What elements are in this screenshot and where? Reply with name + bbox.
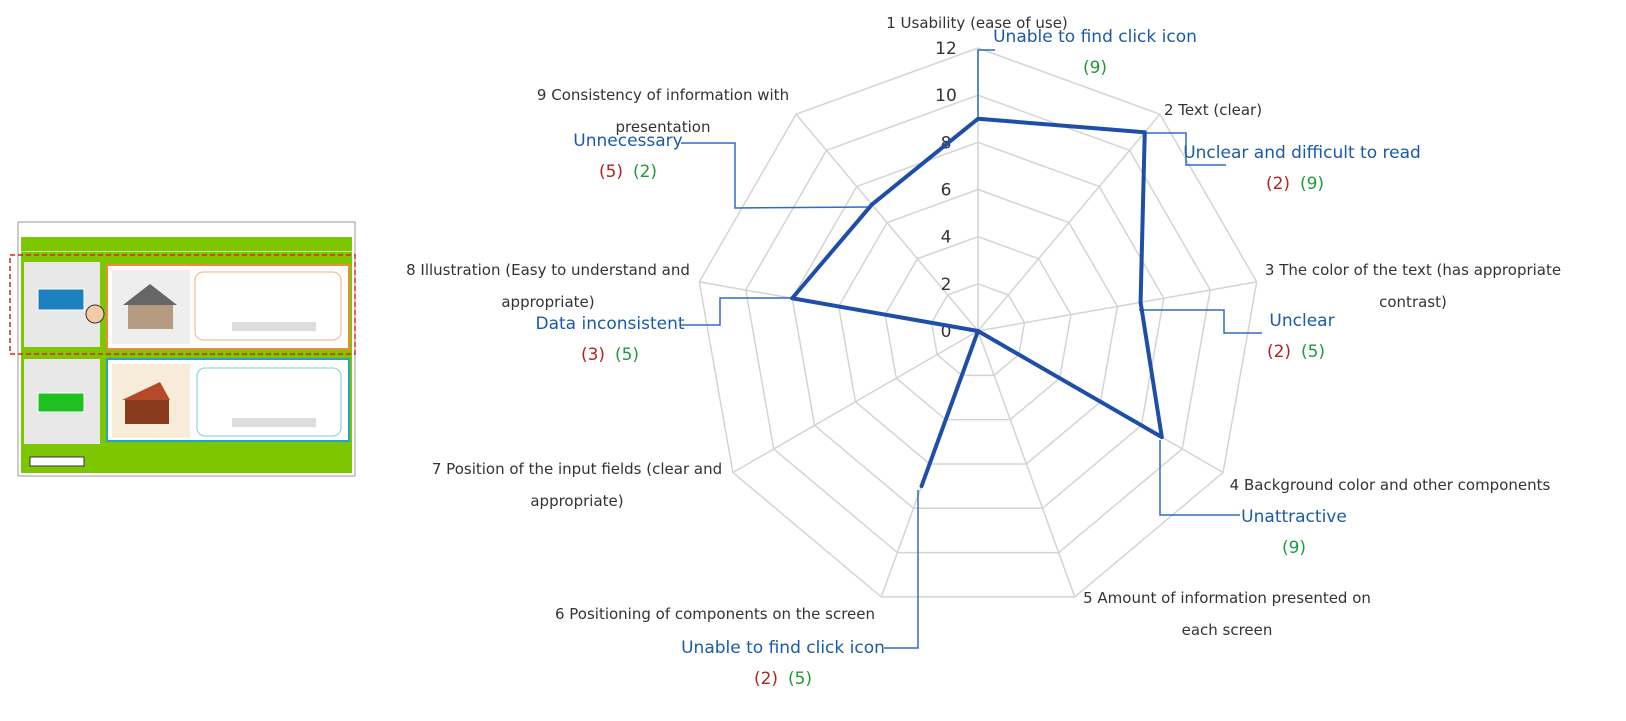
screenshot-thumbnail xyxy=(9,221,356,477)
callout-line xyxy=(1159,440,1240,516)
annotation-count: (5) xyxy=(614,345,640,365)
annotation: Data inconsistent xyxy=(535,314,685,334)
axis-label: 4 Background color and other components xyxy=(1229,476,1551,494)
annotation: Unable to find click icon xyxy=(993,27,1197,47)
annotation-count: (2) xyxy=(632,162,658,182)
callout-line xyxy=(884,490,919,649)
spoke xyxy=(977,113,1161,332)
callout-line xyxy=(1143,132,1226,166)
annotation: Unattractive xyxy=(1241,507,1347,527)
annotation: Unnecessary xyxy=(573,131,683,151)
spoke xyxy=(977,281,1257,332)
grid-ring xyxy=(698,47,1258,598)
annotation: Unclear and difficult to read xyxy=(1183,143,1421,163)
callout-line xyxy=(1139,309,1262,334)
callout-line xyxy=(681,297,792,326)
axis-label: 9 Consistency of information with presen… xyxy=(536,86,790,136)
annotation-count: (2) xyxy=(753,669,779,689)
r-tick-label: 4 xyxy=(941,228,952,248)
axis-label: 5 Amount of information presented on eac… xyxy=(1083,589,1371,639)
axis-label: 8 Illustration (Easy to understand and a… xyxy=(406,261,690,311)
annotation-count: (5) xyxy=(598,162,624,182)
annotation-count: (5) xyxy=(787,669,813,689)
annotation: Unclear xyxy=(1269,311,1335,331)
annotation: Unable to find click icon xyxy=(681,638,885,658)
axis-label: 1 Usability (ease of use) xyxy=(886,14,1068,32)
axis-label: 2 Text (clear) xyxy=(1163,101,1263,119)
annotation-count: (9) xyxy=(1281,538,1307,558)
grid-ring xyxy=(837,188,1119,465)
axis-label: 7 Position of the input fields (clear an… xyxy=(431,460,723,510)
r-tick-label: 2 xyxy=(941,275,952,295)
grid-ring xyxy=(744,94,1212,554)
axis-label: 3 The color of the text (has appropriate… xyxy=(1264,261,1562,311)
grid-ring xyxy=(884,235,1072,421)
spoke xyxy=(795,113,979,332)
annotation-count: (2) xyxy=(1266,342,1292,362)
spoke xyxy=(977,330,1076,598)
axis-label: 6 Positioning of components on the scree… xyxy=(554,605,876,623)
annotation-count: (9) xyxy=(1299,174,1325,194)
r-tick-label: 0 xyxy=(941,322,952,342)
r-tick-label: 10 xyxy=(935,86,957,106)
annotation-count: (3) xyxy=(580,345,606,365)
annotation-count: (2) xyxy=(1265,174,1291,194)
annotation-count: (9) xyxy=(1082,58,1108,78)
grid-ring xyxy=(791,141,1165,510)
callout-line xyxy=(977,49,995,119)
callout-line xyxy=(681,142,871,209)
radar-line xyxy=(790,116,1164,489)
r-tick-label: 12 xyxy=(935,39,957,59)
spoke xyxy=(732,330,979,474)
r-tick-label: 6 xyxy=(941,181,952,201)
annotation-count: (5) xyxy=(1300,342,1326,362)
grid-ring xyxy=(930,283,1026,377)
